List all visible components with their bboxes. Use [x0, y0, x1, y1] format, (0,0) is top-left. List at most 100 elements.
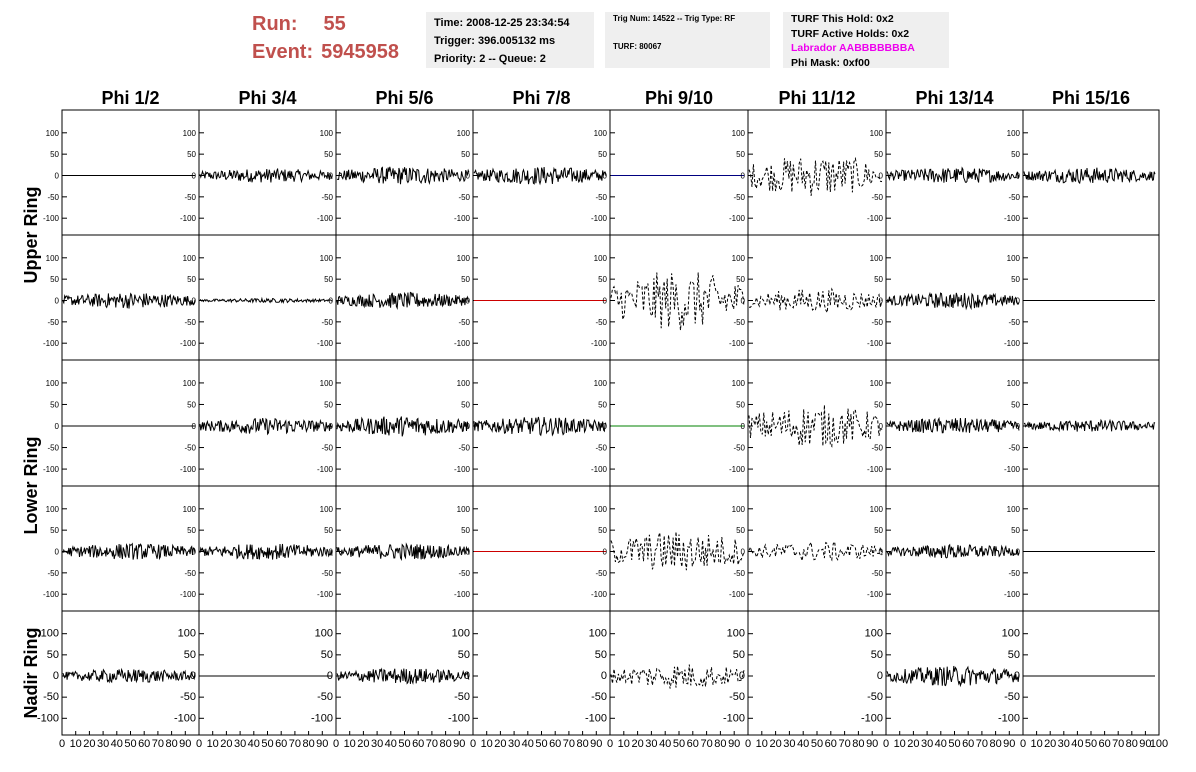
y-tick-label: -100	[317, 339, 334, 348]
waveform-trace	[336, 542, 470, 561]
y-tick-label: -50	[458, 569, 470, 578]
y-tick-label: 100	[727, 628, 745, 640]
y-tick-label: -100	[317, 465, 334, 474]
y-tick-label: 50	[598, 526, 607, 535]
y-tick-label: 0	[466, 422, 471, 431]
x-tick-label: 60	[687, 738, 699, 750]
y-tick-label: 100	[594, 379, 608, 388]
waveform-trace	[749, 287, 883, 315]
y-tick-label: 100	[594, 254, 608, 263]
x-tick-label: 60	[138, 738, 150, 750]
y-tick-label: 50	[461, 400, 470, 409]
y-tick-label: -100	[729, 339, 746, 348]
y-tick-label: 0	[879, 172, 884, 181]
y-tick-label: 100	[320, 254, 334, 263]
y-tick-label: -50	[591, 691, 607, 703]
y-tick-label: 50	[871, 649, 883, 661]
y-tick-label: -100	[729, 465, 746, 474]
y-tick-label: 0	[739, 670, 745, 682]
row-label: Nadir Ring	[21, 627, 41, 718]
x-tick-label: 80	[989, 738, 1001, 750]
y-tick-label: -50	[458, 444, 470, 453]
y-tick-label: 50	[461, 526, 470, 535]
x-tick-label: 90	[316, 738, 328, 750]
waveform-trace	[473, 166, 607, 186]
panel-frame	[61, 359, 200, 487]
column-header: Phi 9/10	[645, 88, 713, 108]
y-tick-label: 0	[192, 297, 197, 306]
y-tick-label: 0	[53, 670, 59, 682]
time-line: Time: 2008-12-25 23:34:54	[434, 17, 570, 29]
run-label: Run:	[252, 13, 298, 35]
y-tick-label: 0	[741, 548, 746, 557]
x-tick-label: 90	[453, 738, 465, 750]
y-tick-label: 0	[741, 297, 746, 306]
y-tick-label: 100	[1007, 254, 1021, 263]
panel-frame	[1022, 610, 1160, 736]
y-tick-label: 0	[741, 422, 746, 431]
y-tick-label: 100	[1007, 129, 1021, 138]
y-tick-label: -50	[871, 318, 883, 327]
y-tick-label: -100	[317, 590, 334, 599]
x-tick-label: 20	[220, 738, 232, 750]
y-tick-label: -50	[180, 691, 196, 703]
waveform-trace	[199, 417, 333, 436]
x-tick-label: 30	[371, 738, 383, 750]
x-tick-label: 30	[234, 738, 246, 750]
y-tick-label: -50	[871, 444, 883, 453]
y-tick-label: 50	[187, 275, 196, 284]
x-tick-label: 30	[508, 738, 520, 750]
x-tick-label: 0	[333, 738, 339, 750]
y-tick-label: 50	[1011, 275, 1020, 284]
y-tick-label: -100	[454, 214, 471, 223]
x-tick-label: 60	[1098, 738, 1110, 750]
y-tick-label: 0	[603, 422, 608, 431]
y-tick-label: -50	[595, 193, 607, 202]
y-tick-label: 100	[865, 628, 883, 640]
y-tick-label: 0	[466, 172, 471, 181]
y-tick-label: 50	[1008, 649, 1020, 661]
y-tick-label: 0	[55, 422, 60, 431]
x-tick-label: 20	[357, 738, 369, 750]
y-tick-label: -100	[591, 590, 608, 599]
x-tick-label: 10	[618, 738, 630, 750]
turf-hold-line: TURF This Hold: 0x2	[791, 13, 894, 25]
x-tick-label: 20	[1044, 738, 1056, 750]
waveform-trace	[748, 404, 883, 448]
waveform-trace	[886, 416, 1020, 434]
y-tick-label: 100	[183, 505, 197, 514]
x-tick-label: 50	[535, 738, 547, 750]
y-tick-label: 50	[50, 150, 59, 159]
y-tick-label: 0	[1016, 172, 1021, 181]
y-tick-label: -100	[454, 339, 471, 348]
y-tick-label: -50	[595, 318, 607, 327]
x-tick-label: 20	[494, 738, 506, 750]
y-tick-label: 50	[595, 649, 607, 661]
y-tick-label: -50	[733, 318, 745, 327]
y-tick-label: 0	[192, 548, 197, 557]
y-tick-label: 100	[183, 254, 197, 263]
y-tick-label: 50	[50, 526, 59, 535]
x-tick-label: 70	[426, 738, 438, 750]
panel-frame	[1022, 109, 1160, 236]
x-tick-label: 40	[522, 738, 534, 750]
y-tick-label: -50	[184, 193, 196, 202]
y-tick-label: -100	[729, 214, 746, 223]
x-tick-label: 40	[797, 738, 809, 750]
x-tick-label: 70	[152, 738, 164, 750]
x-tick-label: 50	[261, 738, 273, 750]
y-tick-label: -100	[311, 712, 333, 724]
y-tick-label: -50	[321, 193, 333, 202]
waveform-trace	[473, 416, 607, 437]
panel-frame	[1022, 485, 1160, 612]
time-info-pane: Time: 2008-12-25 23:34:54 Trigger: 396.0…	[426, 12, 594, 68]
y-tick-label: 0	[466, 297, 471, 306]
x-tick-label: 40	[248, 738, 260, 750]
x-tick-label: 80	[714, 738, 726, 750]
y-tick-label: 50	[1011, 150, 1020, 159]
row-label: Lower Ring	[21, 437, 41, 535]
priority-line: Priority: 2 -- Queue: 2	[434, 53, 546, 65]
x-tick-label: 90	[1003, 738, 1015, 750]
panel-frame	[61, 109, 200, 236]
waveform-trace	[610, 664, 745, 689]
